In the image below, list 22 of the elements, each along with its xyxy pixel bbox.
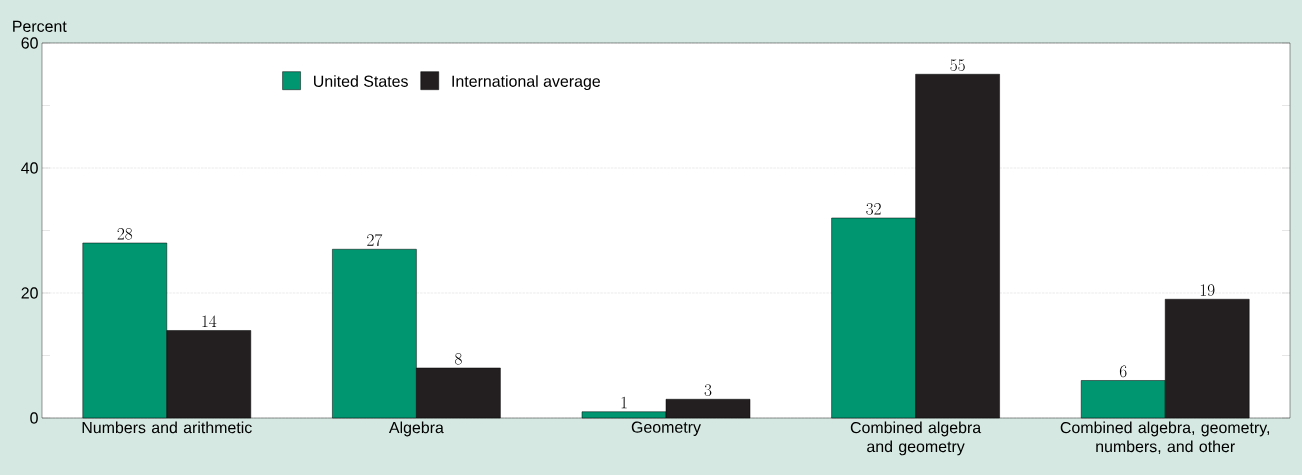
x-tick-label: Combined algebra and geometry (850, 421, 982, 456)
y-tick-label: 40 (21, 162, 38, 174)
data-label: 8 (455, 353, 462, 365)
data-label: 27 (367, 234, 383, 246)
data-label: 55 (950, 59, 965, 71)
data-label: 1 (621, 396, 627, 409)
y-tick-label: 0 (30, 412, 38, 424)
legend-label: International average (452, 75, 600, 91)
data-label: 14 (202, 315, 217, 327)
x-tick-label: Geometry (631, 421, 701, 436)
y-tick-label: 60 (21, 37, 38, 49)
data-label: 3 (704, 384, 712, 396)
y-tick-label: 20 (21, 287, 38, 299)
x-tick-label: Combined algebra, geometry, numbers, and other (1060, 421, 1270, 455)
legend-label: United States (314, 75, 408, 87)
y-axis-title: Percent (13, 20, 67, 32)
x-tick-label: Numbers and arithmetic (82, 421, 252, 434)
data-label: 6 (1119, 365, 1127, 378)
data-label: 19 (1200, 284, 1215, 296)
x-tick-label: Algebra (388, 421, 444, 437)
data-label: 32 (866, 203, 881, 215)
data-label: 28 (117, 228, 133, 240)
